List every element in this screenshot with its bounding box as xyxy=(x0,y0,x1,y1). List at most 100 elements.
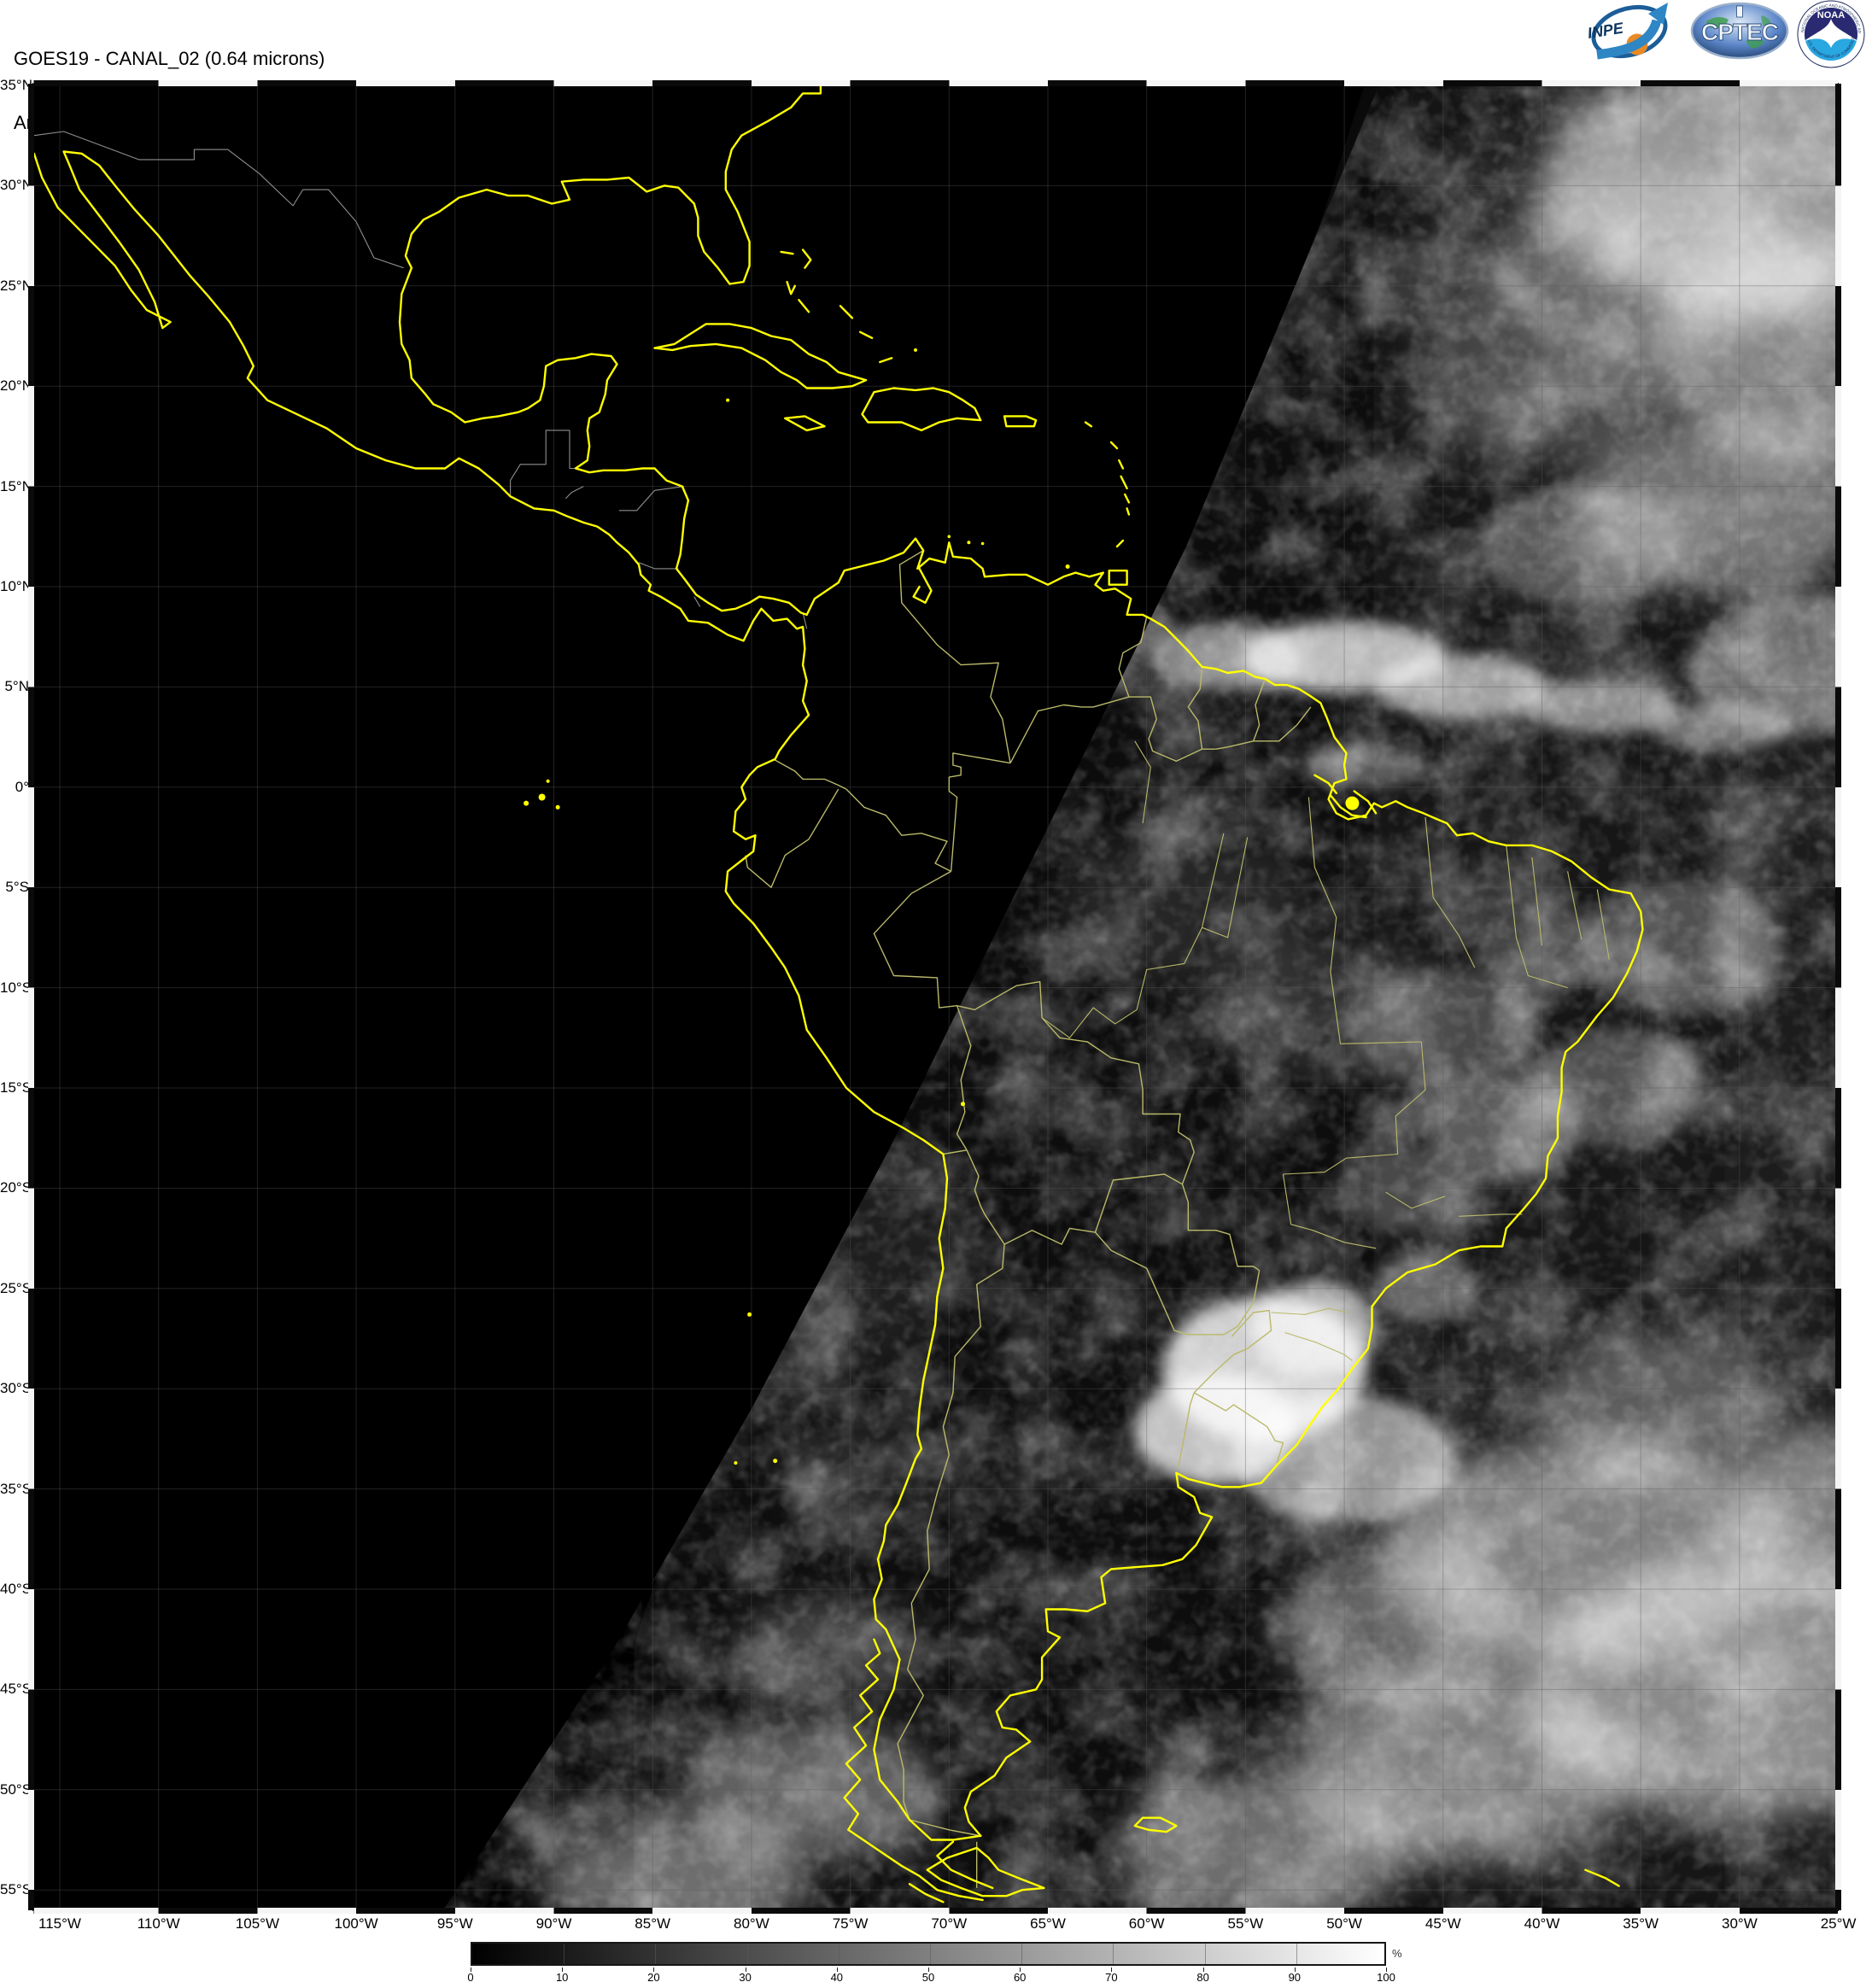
lat-tick-label: 30°N xyxy=(0,177,32,194)
colorbar-tickmark xyxy=(653,1968,655,1972)
coastline-path xyxy=(1584,1868,1620,1887)
colorbar-tick-label: 30 xyxy=(739,1971,752,1984)
coastline-path xyxy=(879,357,893,364)
state-border-line xyxy=(1596,889,1610,960)
cloud-blob xyxy=(1541,1331,1781,1486)
lon-tick-label: 40°W xyxy=(1524,1915,1560,1932)
cloud-blob xyxy=(1688,598,1838,735)
lon-tick-label: 75°W xyxy=(832,1915,869,1932)
coastline-path xyxy=(1353,790,1378,815)
inpe-logo-text: INPE xyxy=(1586,19,1625,41)
lat-tick-label: 55°S xyxy=(0,1881,32,1898)
map-frame-right-ticks xyxy=(1835,84,1841,1910)
lat-tick-label: 10°S xyxy=(0,979,32,996)
lat-tick-label: 20°S xyxy=(0,1179,32,1196)
state-border-line xyxy=(1506,845,1568,989)
cloud-blob xyxy=(1348,968,1537,1088)
lat-tick-label: 5°S xyxy=(5,879,29,896)
lon-tick-label: 100°W xyxy=(334,1915,378,1932)
country-border-line xyxy=(802,612,808,629)
cloud-blob xyxy=(1357,234,1529,337)
inpe-logo-icon: INPE xyxy=(1586,3,1668,60)
lon-tick-label: 35°W xyxy=(1623,1915,1659,1932)
state-border-line xyxy=(1385,1191,1446,1209)
colorbar-tickmark xyxy=(562,1968,564,1972)
cloud-blob xyxy=(1275,1552,1532,1706)
colorbar-tick-label: 100 xyxy=(1377,1971,1395,1984)
colorbar-tickmark xyxy=(836,1968,838,1972)
island-dot xyxy=(747,1312,752,1317)
cloud-blob xyxy=(1058,830,1314,985)
cloud-blob xyxy=(1372,1254,1475,1323)
state-border-line xyxy=(1283,1041,1426,1175)
cloud-blob xyxy=(1536,1028,1707,1148)
colorbar-gridline xyxy=(930,1944,931,1964)
island-dot xyxy=(546,779,550,783)
coastline-path xyxy=(839,305,854,319)
cloud-blob xyxy=(1335,1145,1472,1231)
island-dot xyxy=(961,1102,965,1107)
coastline-path xyxy=(1118,459,1125,470)
country-border-line xyxy=(638,562,679,570)
coastline-path xyxy=(1123,493,1131,504)
country-border-line xyxy=(33,131,404,269)
coastline-path xyxy=(801,248,812,269)
lat-tick-label: 15°N xyxy=(0,477,32,494)
lon-tick-label: 30°W xyxy=(1722,1915,1758,1932)
country-border-line xyxy=(898,550,1011,763)
coastline-path xyxy=(780,250,794,255)
country-border-line xyxy=(773,758,847,790)
lat-tick-label: 10°N xyxy=(0,578,32,594)
coastline-path xyxy=(912,567,933,604)
state-border-line xyxy=(1307,797,1342,1044)
page-title: GOES19 - CANAL_02 (0.64 microns) xyxy=(14,48,325,69)
lat-tick-label: 30°S xyxy=(0,1380,32,1397)
country-border-line xyxy=(569,430,576,470)
country-border-line xyxy=(745,788,839,888)
coastline-path xyxy=(1313,774,1338,794)
colorbar-tickmark xyxy=(928,1968,929,1972)
map-frame-left-ticks xyxy=(28,84,34,1910)
country-border-line xyxy=(956,1005,972,1151)
cloud-blob xyxy=(1250,1281,1379,1376)
coastline-path xyxy=(843,1638,984,1902)
state-border-line xyxy=(1284,1331,1353,1361)
country-border-line xyxy=(1118,617,1148,698)
coastline-path xyxy=(936,1840,994,1890)
country-border-line xyxy=(1003,1227,1096,1245)
colorbar-tick-label: 50 xyxy=(921,1971,935,1984)
coastline-path xyxy=(1126,507,1131,516)
cloud-blob xyxy=(1727,1424,1838,1595)
colorbar-tick-label: 70 xyxy=(1105,1971,1118,1984)
lon-tick-label: 90°W xyxy=(535,1915,572,1932)
island-dot xyxy=(773,1459,778,1464)
colorbar-tick-label: 0 xyxy=(467,1971,474,1984)
cloud-blob xyxy=(1233,1395,1456,1523)
coastline-path xyxy=(786,280,796,295)
lat-tick-label: 35°S xyxy=(0,1480,32,1497)
country-border-line xyxy=(1178,1392,1195,1467)
island-dot xyxy=(726,398,730,402)
country-border-line xyxy=(1009,696,1130,763)
colorbar-gridline xyxy=(746,1944,748,1964)
colorbar-gridline xyxy=(1113,1944,1114,1964)
state-border-line xyxy=(1271,1307,1348,1315)
country-border-line xyxy=(510,430,570,497)
cloud-blob xyxy=(1524,679,1678,734)
lon-tick-label: 50°W xyxy=(1326,1915,1362,1932)
coastline-path xyxy=(398,84,822,617)
cloud-blob xyxy=(1304,745,1424,790)
lat-tick-label: 20°N xyxy=(0,377,32,395)
lon-tick-label: 65°W xyxy=(1030,1915,1066,1932)
lon-tick-label: 55°W xyxy=(1227,1915,1264,1932)
lon-tick-label: 45°W xyxy=(1424,1915,1461,1932)
lat-tick-label: 5°N xyxy=(4,678,29,695)
lat-tick-label: 25°N xyxy=(0,277,32,294)
coastline-path xyxy=(861,387,982,432)
colorbar-tickmark xyxy=(1386,1968,1387,1972)
island-dot xyxy=(524,800,529,806)
satellite-image[interactable] xyxy=(32,83,1839,1911)
cloud-blob xyxy=(1149,623,1303,692)
country-border-line xyxy=(845,788,951,873)
logo-bar: INPE CPTEC NOAA NATIONAL OCEANIC AND ATM… xyxy=(1582,0,1865,68)
